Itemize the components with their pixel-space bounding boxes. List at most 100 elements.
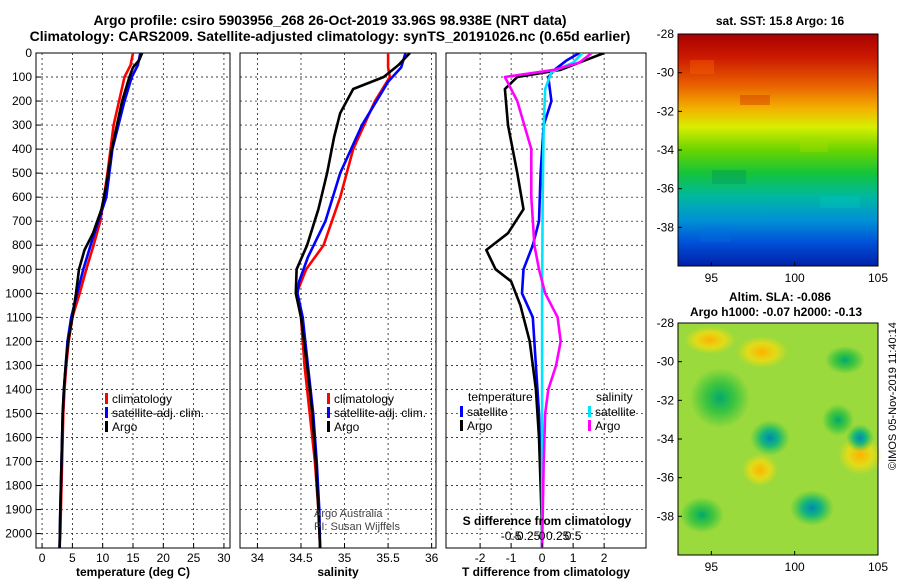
s-tick-label: 0: [539, 529, 546, 543]
legend-swatch-argo: [327, 421, 330, 432]
legend-swatch-satellite-adj: [105, 407, 108, 418]
temperature-series: [58, 53, 144, 548]
y-tick-label: 200: [12, 94, 32, 108]
y-tick-label: 300: [12, 118, 32, 132]
x-tick-label: 0: [39, 551, 46, 565]
salinity-series: [294, 53, 411, 548]
difference-plot-frame: [445, 52, 647, 549]
map-y-tick-label: -28: [657, 316, 675, 330]
x-tick-label: 20: [157, 551, 171, 565]
series-line-argo: [58, 53, 144, 548]
sla-map-panel: Altim. SLA: -0.086 Argo h1000: -0.07 h20…: [657, 290, 889, 574]
legend-swatch-satellite-adj: [327, 407, 330, 418]
x-tick-label: 10: [96, 551, 110, 565]
y-tick-label: 1600: [5, 430, 32, 444]
chart-title-line2: Climatology: CARS2009. Satellite-adjuste…: [29, 28, 631, 44]
legend-label-climatology: climatology: [334, 392, 394, 406]
s-tick-label: -0.5: [501, 529, 522, 543]
legend-title-temperature: temperature: [468, 390, 533, 404]
y-tick-label: 1300: [5, 358, 32, 372]
y-tick-label: 1700: [5, 454, 32, 468]
sla-map-ticks: 95 100 105 -28 -30 -32 -34 -36 -38: [657, 316, 889, 574]
difference-legend-temperature: temperature satellite Argo: [460, 390, 533, 433]
sst-map-ticks: 95 100 105 -28 -30 -32 -34 -36 -38: [657, 27, 889, 285]
salinity-plot-frame: [239, 52, 437, 549]
map-y-tick-label: -32: [657, 104, 675, 118]
temperature-grid: [36, 52, 230, 548]
y-tick-label: 2000: [5, 527, 32, 541]
x-tick-label: 36: [425, 551, 439, 565]
y-tick-label: 600: [12, 190, 32, 204]
map-y-tick-label: -30: [657, 355, 675, 369]
x-tick-label: 35: [338, 551, 352, 565]
legend-label-temp-argo: Argo: [467, 419, 493, 433]
annotation-argo-australia: Argo Australia: [314, 508, 383, 520]
map-x-tick-label: 95: [705, 271, 719, 285]
temperature-panel: 0 5 10 15 20 25 30 0 100 200 300 400 500 600 700 800 90…: [5, 46, 231, 579]
map-y-tick-label: -34: [657, 143, 675, 157]
x-tick-label: -1: [506, 551, 517, 565]
map-y-tick-label: -36: [657, 471, 675, 485]
salinity-panel: 34 34.5 35 35.5 36 salinity climatology sate…: [239, 52, 439, 579]
legend-label-climatology: climatology: [112, 392, 172, 406]
legend-label-temp-satellite: satellite: [467, 405, 508, 419]
series-line-argo: [294, 53, 411, 548]
map-y-tick-label: -38: [657, 220, 675, 234]
difference-s-x-ticks: -0.5-0.250 0.250.5: [501, 529, 582, 543]
x-tick-label: 1: [570, 551, 577, 565]
y-tick-label: 1900: [5, 503, 32, 517]
x-tick-label: 5: [69, 551, 76, 565]
y-tick-label: 1000: [5, 286, 32, 300]
legend-label-argo: Argo: [112, 420, 138, 434]
salinity-legend: climatology satellite-adj. clim. Argo: [327, 392, 426, 434]
legend-swatch-sal-argo: [588, 420, 591, 431]
depth-y-ticks: 0 100 200 300 400 500 600 700 800 900 1000 1100 1200…: [5, 46, 41, 541]
y-tick-label: 900: [12, 262, 32, 276]
chart-title-line1: Argo profile: csiro 5903956_268 26-Oct-2…: [93, 12, 567, 28]
y-tick-label: 1200: [5, 334, 32, 348]
map-y-tick-label: -30: [657, 66, 675, 80]
sla-map-title: Altim. SLA: -0.086: [729, 290, 831, 304]
legend-label-satellite-adj: satellite-adj. clim.: [112, 406, 204, 420]
y-tick-label: 500: [12, 166, 32, 180]
x-tick-label: 30: [217, 551, 231, 565]
y-tick-label: 1100: [6, 310, 32, 324]
map-x-tick-label: 100: [785, 560, 805, 574]
salinity-x-axis-label: salinity: [317, 565, 359, 579]
legend-label-sal-argo: Argo: [595, 419, 621, 433]
temperature-x-axis-label: temperature (deg C): [76, 565, 190, 579]
temperature-legend: climatology satellite-adj. clim. Argo: [105, 392, 204, 434]
y-tick-label: 800: [12, 238, 32, 252]
x-tick-label: 34: [251, 551, 265, 565]
y-tick-label: 1800: [5, 479, 32, 493]
temperature-x-ticks: 0 5 10 15 20 25 30: [39, 543, 231, 565]
legend-swatch-temp-satellite: [460, 406, 463, 417]
series-line-salinity-argo: [503, 53, 593, 548]
x-tick-label: 15: [126, 551, 140, 565]
x-tick-label: 2: [601, 551, 608, 565]
legend-title-salinity: salinity: [596, 390, 633, 404]
sla-map-subtitle: Argo h1000: -0.07 h2000: -0.13: [690, 305, 862, 319]
y-tick-label: 700: [12, 214, 32, 228]
sst-map-texture: [690, 60, 860, 242]
y-tick-label: 0: [25, 46, 32, 60]
legend-label-satellite-adj: satellite-adj. clim.: [334, 406, 426, 420]
difference-series: [484, 53, 605, 548]
legend-label-sal-satellite: satellite: [595, 405, 636, 419]
map-y-tick-label: -36: [657, 182, 675, 196]
sst-map-title: sat. SST: 15.8 Argo: 16: [716, 14, 845, 28]
x-tick-label: 34.5: [289, 551, 313, 565]
series-line-temperature-argo: [484, 53, 605, 548]
map-x-tick-label: 95: [705, 560, 719, 574]
map-x-tick-label: 105: [868, 560, 888, 574]
map-y-tick-label: -38: [657, 509, 675, 523]
x-tick-label: -2: [475, 551, 486, 565]
salinity-x-ticks: 34 34.5 35 35.5 36: [251, 543, 439, 565]
y-tick-label: 1400: [5, 382, 32, 396]
x-tick-label: 35.5: [376, 551, 400, 565]
legend-swatch-temp-argo: [460, 420, 463, 431]
difference-x-ticks: -2 -1 0 1 2: [475, 543, 608, 565]
x-tick-label: 0: [539, 551, 546, 565]
y-tick-label: 1500: [5, 406, 32, 420]
